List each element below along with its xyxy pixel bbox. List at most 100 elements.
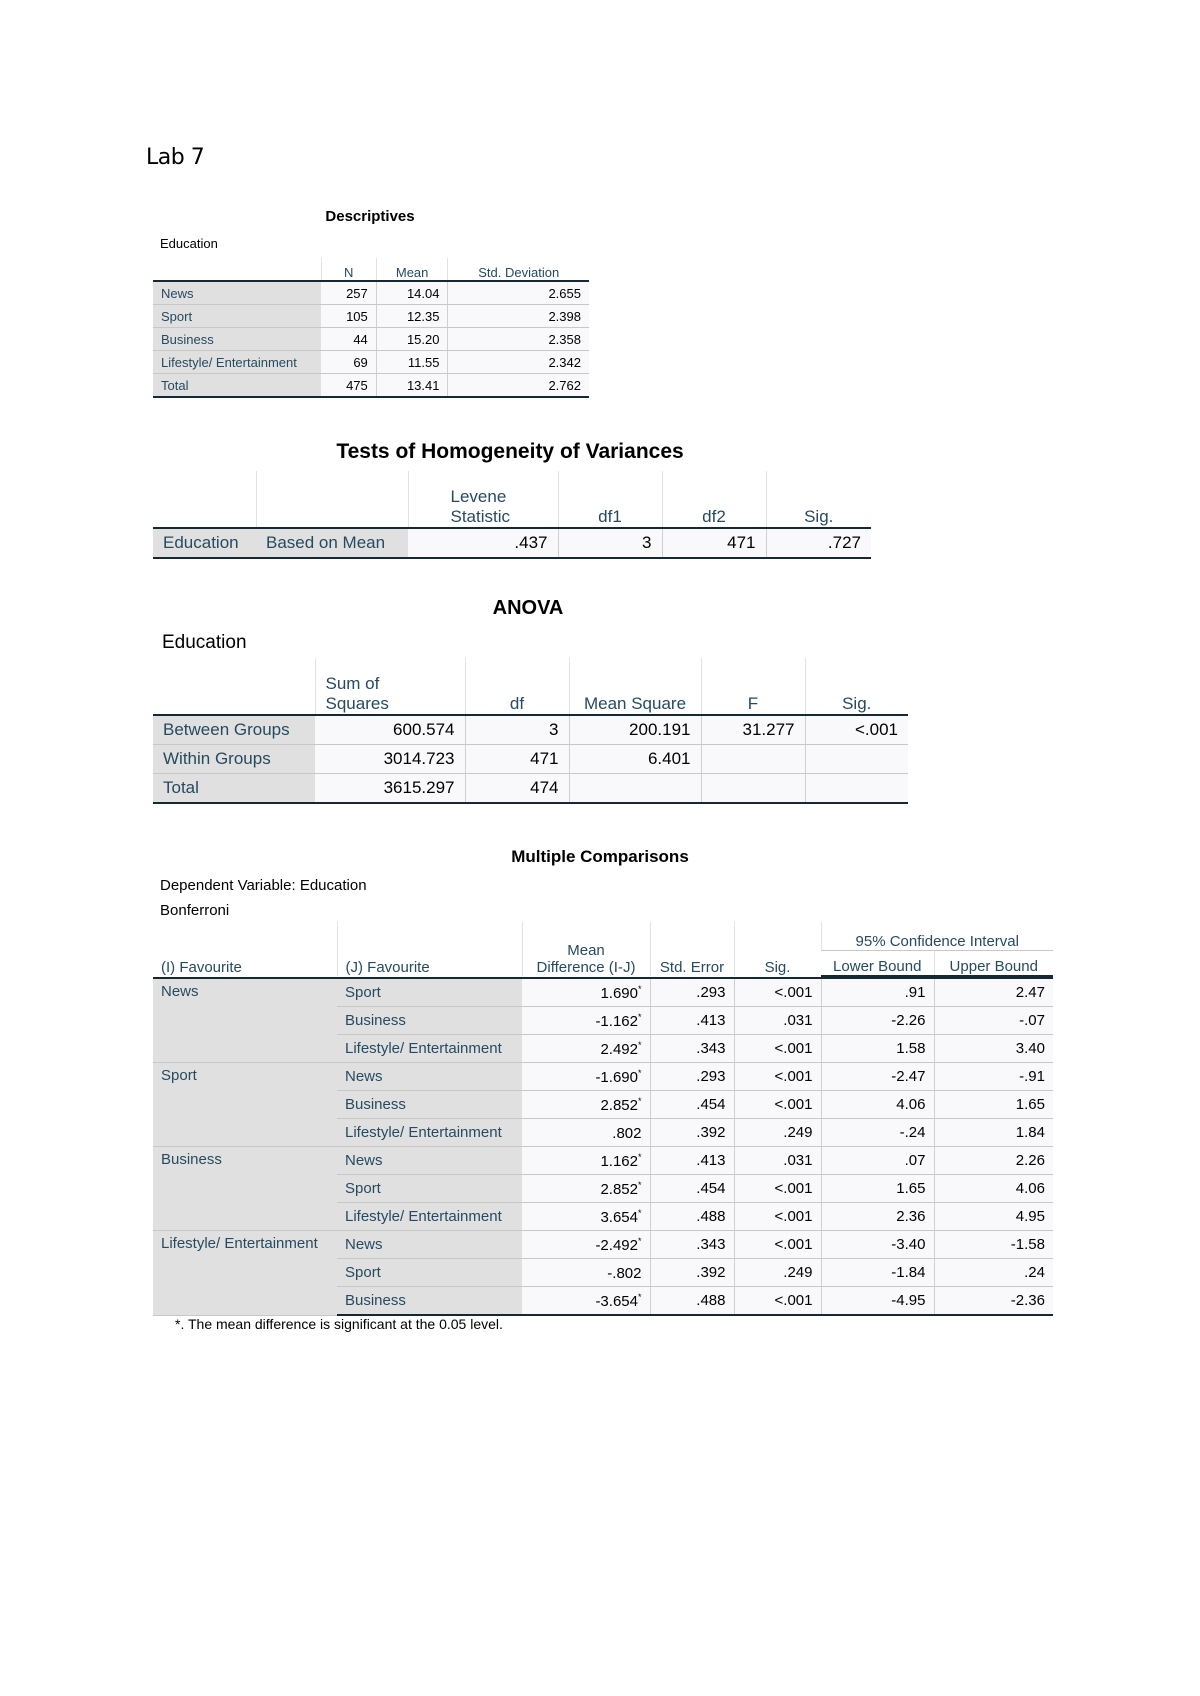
cell-upper-bound: 4.95 — [933, 1202, 1053, 1231]
cell-mean-difference: 1.162* — [522, 1146, 650, 1175]
row-label: Business — [153, 327, 321, 351]
row-j-label: Lifestyle/ Entertainment — [337, 1034, 522, 1063]
significance-marker: * — [637, 1011, 642, 1022]
table-row: Business 2.852* .454 <.001 4.06 1.65 — [153, 1090, 1053, 1119]
cell-mean-difference: -1.690* — [522, 1062, 650, 1091]
row-j-label: News — [337, 1062, 522, 1091]
header-df: df — [464, 658, 569, 716]
header-levene-line2: Statistic — [450, 507, 511, 526]
header-f: F — [700, 658, 805, 716]
mean-difference-value: -2.492 — [595, 1236, 638, 1254]
header-ss-line2: Squares — [325, 694, 389, 713]
table-row: Lifestyle/ Entertainment News -2.492* .3… — [153, 1230, 1053, 1316]
header-sig: Sig. — [765, 471, 871, 529]
mean-difference-value: 3.654 — [600, 1208, 638, 1226]
cell-sig: <.001 — [733, 1090, 821, 1119]
cell-lower-bound: -1.84 — [820, 1258, 934, 1287]
significance-marker: * — [637, 1291, 642, 1302]
row-i-label: Sport — [153, 1062, 337, 1147]
cell-sig — [804, 744, 908, 774]
cell-std-error: .293 — [649, 1062, 734, 1091]
cell-sig — [804, 773, 908, 804]
anova-title: ANOVA — [492, 597, 564, 619]
cell-lower-bound: -.24 — [820, 1118, 934, 1147]
row-label: Within Groups — [153, 744, 315, 774]
cell-std-error: .343 — [649, 1230, 734, 1259]
header-blank — [153, 471, 256, 529]
cell-f: 31.277 — [700, 715, 805, 745]
row-label: Total — [153, 773, 315, 804]
mean-difference-value: 1.162 — [600, 1152, 638, 1170]
row-label: Sport — [153, 304, 321, 328]
significance-marker: * — [637, 1207, 642, 1218]
cell-sd: 2.342 — [447, 350, 589, 374]
row-j-label: Sport — [337, 1258, 522, 1287]
table-header-row: N Mean Std. Deviation — [153, 258, 589, 282]
cell-mean-difference: -1.162* — [522, 1006, 650, 1035]
cell-sig: <.001 — [733, 1286, 821, 1316]
row-j-label: News — [337, 1146, 522, 1175]
cell-lower-bound: 1.58 — [820, 1034, 934, 1063]
table-row: Sport News -1.690* .293 <.001 -2.47 -.91 — [153, 1062, 1053, 1147]
cell-upper-bound: 1.84 — [933, 1118, 1053, 1147]
multiple-dependent-label: Dependent Variable: Education — [160, 877, 367, 894]
cell-sig: .031 — [733, 1146, 821, 1175]
mean-difference-value: 2.852 — [600, 1180, 638, 1198]
cell-mean-difference: -3.654* — [522, 1286, 650, 1316]
table-row: Total 3615.297 474 — [153, 773, 908, 804]
cell-lower-bound: 2.36 — [820, 1202, 934, 1231]
row-j-label: Sport — [337, 1174, 522, 1203]
header-std-deviation: Std. Deviation — [447, 258, 589, 282]
cell-n: 69 — [321, 350, 377, 374]
mean-difference-value: 2.492 — [600, 1040, 638, 1058]
row-j-label: Sport — [337, 977, 522, 1007]
cell-ms — [568, 773, 701, 804]
cell-upper-bound: -.07 — [933, 1006, 1053, 1035]
row-variable: Education — [153, 528, 256, 559]
cell-levene-statistic: .437 — [408, 528, 558, 559]
row-label: Between Groups — [153, 715, 315, 745]
cell-mean-difference: 2.852* — [522, 1174, 650, 1203]
cell-lower-bound: -3.40 — [820, 1230, 934, 1259]
cell-lower-bound: 4.06 — [820, 1090, 934, 1119]
cell-std-error: .488 — [649, 1286, 734, 1316]
cell-sig: .249 — [733, 1118, 821, 1147]
cell-mean-difference: 3.654* — [522, 1202, 650, 1231]
cell-f — [700, 773, 805, 804]
significance-marker: * — [637, 1095, 642, 1106]
table-row: Lifestyle/ Entertainment 69 11.55 2.342 — [153, 350, 589, 374]
row-i-label: News — [153, 977, 337, 1063]
multiple-comparisons-title: Multiple Comparisons — [511, 847, 689, 866]
cell-sig: .249 — [733, 1258, 821, 1287]
cell-ms: 200.191 — [568, 715, 701, 745]
table-row: Within Groups 3014.723 471 6.401 — [153, 744, 908, 774]
levene-title: Tests of Homogeneity of Variances — [336, 440, 684, 463]
multiple-method-label: Bonferroni — [160, 902, 230, 919]
cell-lower-bound: .07 — [820, 1146, 934, 1175]
header-std-error: Std. Error — [649, 922, 734, 976]
mean-difference-value: -1.690 — [595, 1068, 638, 1086]
table-row: Lifestyle/ Entertainment .802 .392 .249 … — [153, 1118, 1053, 1147]
header-df1: df1 — [557, 471, 662, 529]
levene-table: Levene Statistic df1 df2 Sig. Education … — [153, 471, 871, 559]
header-i-favourite: (I) Favourite — [161, 959, 242, 976]
cell-mean-difference: 1.690* — [522, 977, 650, 1007]
table-row: Lifestyle/ Entertainment 2.492* .343 <.0… — [153, 1034, 1053, 1063]
cell-upper-bound: -2.36 — [933, 1286, 1053, 1316]
cell-mean-difference: -2.492* — [522, 1230, 650, 1259]
table-row: News 257 14.04 2.655 — [153, 281, 589, 305]
cell-mean: 13.41 — [375, 373, 448, 398]
header-blank — [153, 658, 315, 716]
mean-difference-value: 2.852 — [600, 1096, 638, 1114]
cell-upper-bound: 3.40 — [933, 1034, 1053, 1063]
anova-dependent-label: Education — [162, 632, 247, 653]
cell-n: 44 — [321, 327, 377, 351]
header-lower-bound: Lower Bound — [821, 950, 934, 977]
mean-difference-value: -3.654 — [595, 1292, 638, 1310]
cell-df1: 3 — [557, 528, 662, 559]
cell-std-error: .392 — [649, 1118, 734, 1147]
table-row: Education Based on Mean .437 3 471 .727 — [153, 528, 871, 559]
header-upper-bound: Upper Bound — [933, 950, 1053, 977]
header-confidence-interval: 95% Confidence Interval — [820, 922, 1053, 951]
cell-mean: 11.55 — [375, 350, 448, 374]
